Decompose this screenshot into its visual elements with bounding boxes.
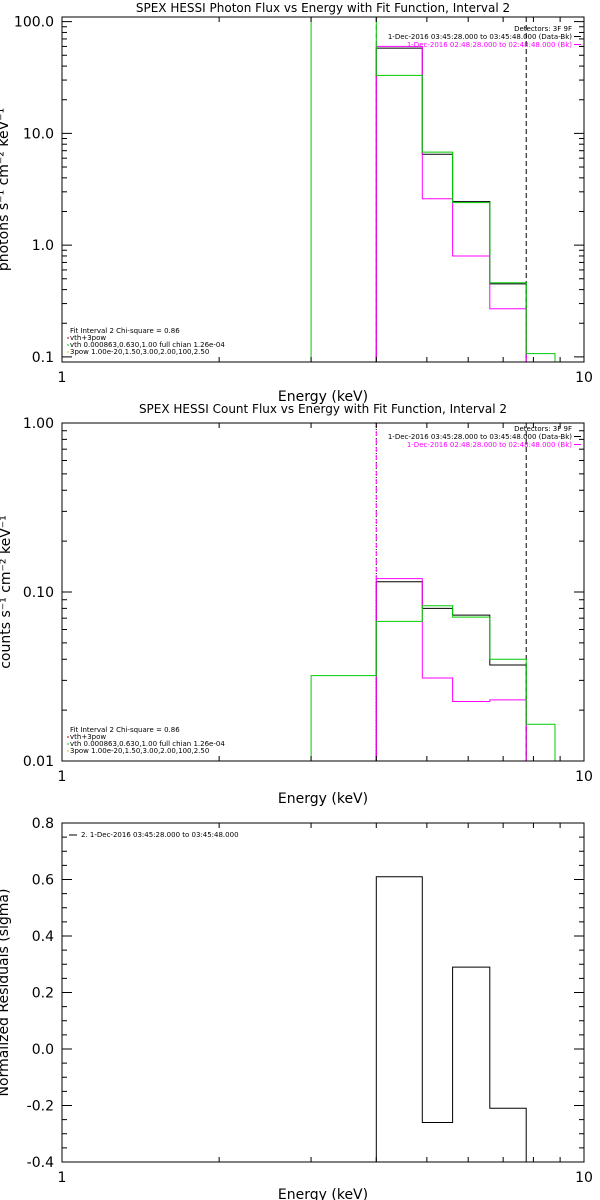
legend-entry: vth 0.000863,0.630,1.00 full chian 1.26e… (70, 740, 225, 748)
detector-header-line: 1-Dec-2016 02:48:28.000 to 02:48:48.000 … (407, 441, 572, 449)
y-tick-label: 0.2 (32, 986, 54, 1002)
x-axis-label: Energy (keV) (278, 1187, 368, 1200)
y-tick-label: -0.4 (27, 1155, 54, 1171)
x-tick-label: 10 (575, 370, 593, 386)
series-bk (375, 45, 527, 362)
y-axis-label: counts s⁻¹ cm⁻² keV⁻¹ (0, 515, 14, 669)
x-tick-label: 1 (58, 370, 67, 386)
detector-header-line: 1-Dec-2016 03:45:28.000 to 03:45:48.000 … (388, 33, 572, 41)
y-tick-label: 100.0 (14, 15, 54, 31)
chart-title: SPEX HESSI Count Flux vs Energy with Fit… (139, 402, 507, 416)
detector-header-line: 1-Dec-2016 03:45:28.000 to 03:45:48.000 … (388, 433, 572, 441)
plot-panel-1: SPEX HESSI Photon Flux vs Energy with Fi… (0, 1, 593, 405)
data-layer (310, 423, 556, 761)
legend-entry: vth+3pow (70, 733, 106, 741)
y-tick-label: 0.6 (32, 873, 54, 889)
y-axis-label: photons s⁻¹ cm⁻² keV⁻¹ (0, 108, 12, 271)
y-tick-label: 0.1 (32, 350, 54, 366)
y-tick-label: 0.0 (32, 1042, 54, 1058)
x-tick-label: 1 (58, 769, 67, 785)
y-axis-label: Normalized Residuals (sigma) (0, 889, 12, 1097)
series-vth (310, 605, 556, 761)
x-axis-label: Energy (keV) (278, 791, 368, 807)
chart-title: SPEX HESSI Photon Flux vs Energy with Fi… (136, 1, 510, 15)
y-tick-label: -0.2 (27, 1099, 54, 1115)
legend-entry: vth 0.000863,0.630,1.00 full chian 1.26e… (70, 341, 225, 349)
y-tick-label: 0.8 (32, 816, 54, 832)
plot-frame (61, 16, 585, 363)
y-tick-label: 1.00 (23, 416, 54, 432)
legend-entry: 3pow 1.00e-20,1.50,3.00,2.00,100,2.50 (70, 348, 209, 356)
legend-entry: vth+3pow (70, 334, 106, 342)
legend-entry: 3pow 1.00e-20,1.50,3.00,2.00,100,2.50 (70, 747, 209, 755)
y-tick-label: 10.0 (23, 126, 54, 142)
data-layer (375, 876, 527, 1162)
series-residuals (375, 876, 527, 1162)
x-tick-label: 10 (575, 1170, 593, 1186)
legend-entry: Fit Interval 2 Chi-square = 0.86 (70, 327, 180, 335)
series-bk (375, 578, 527, 761)
series-vth (310, 17, 556, 362)
y-tick-label: 0.4 (32, 929, 54, 945)
plot-panel-2: SPEX HESSI Count Flux vs Energy with Fit… (0, 402, 593, 807)
x-axis-label: Energy (keV) (278, 389, 368, 405)
detector-header-line: Detectors: 3F 9F (514, 25, 572, 33)
x-tick-label: 1 (58, 1170, 67, 1186)
y-tick-label: 0.10 (23, 585, 54, 601)
plot-panel-3: 1 10 -0.4 -0.2 0.0 0.2 0.4 0.6 0.8 Energy (keV) No… (0, 816, 593, 1200)
legend-entry: Fit Interval 2 Chi-square = 0.86 (70, 726, 180, 734)
detector-header-line: Detectors: 3F 9F (514, 425, 572, 433)
y-tick-label: 0.01 (23, 754, 54, 770)
legend-entry: 2. 1-Dec-2016 03:45:28.000 to 03:45:48.0… (81, 831, 239, 839)
x-tick-label: 10 (575, 769, 593, 785)
data-layer (310, 17, 556, 362)
detector-header-line: 1-Dec-2016 02:48:28.000 to 02:48:48.000 … (407, 41, 572, 49)
y-tick-label: 1.0 (32, 238, 54, 254)
